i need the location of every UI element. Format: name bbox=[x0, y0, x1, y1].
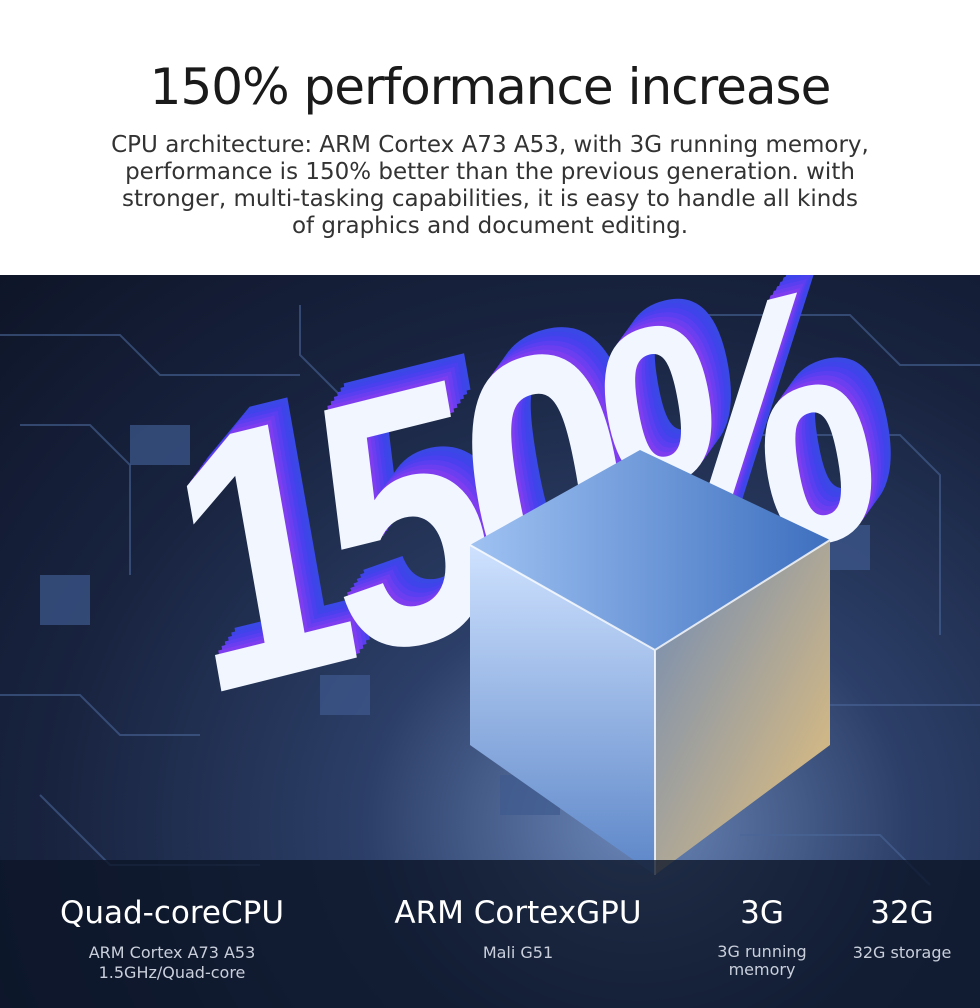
cube-right bbox=[655, 540, 830, 875]
circuit-background bbox=[0, 305, 980, 886]
spec-item: 3G 3G running memory bbox=[707, 895, 817, 979]
spec-details: 3G running memory bbox=[707, 943, 817, 979]
spec-details: 32G storage bbox=[853, 943, 952, 963]
spec-item: Quad-coreCPU ARM Cortex A73 A53 1.5GHz/Qua… bbox=[60, 895, 284, 983]
spec-title: 32G bbox=[870, 895, 934, 931]
spec-details: Mali G51 bbox=[394, 943, 641, 963]
spec-detail: ARM Cortex A73 A53 bbox=[88, 943, 256, 962]
cube-top bbox=[470, 450, 830, 650]
description-line: of graphics and document editing. bbox=[291, 213, 689, 239]
spec-bar bbox=[0, 860, 980, 1008]
description: CPU architecture: ARM Cortex A73 A53, wi… bbox=[0, 132, 980, 240]
cube bbox=[469, 450, 831, 875]
description-line: performance is 150% better than the prev… bbox=[125, 159, 855, 185]
description-line: CPU architecture: ARM Cortex A73 A53, wi… bbox=[111, 132, 869, 158]
cube-left bbox=[470, 545, 655, 875]
spec-detail: 3G running memory bbox=[717, 942, 807, 979]
title: 150% performance increase bbox=[149, 58, 832, 116]
spec-detail: 32G storage bbox=[852, 943, 952, 962]
spec-detail: Mali G51 bbox=[482, 943, 554, 962]
description-line: stronger, multi-tasking capabilities, it… bbox=[122, 186, 858, 212]
spec-item: ARM CortexGPU Mali G51 bbox=[394, 895, 641, 963]
spec-item: 32G 32G storage bbox=[853, 895, 952, 963]
spec-detail: 1.5GHz/Quad-core bbox=[98, 963, 246, 982]
spec-title: Quad-coreCPU bbox=[59, 895, 285, 931]
spec-title: ARM CortexGPU bbox=[394, 895, 642, 931]
spec-title: 3G bbox=[740, 895, 784, 931]
spec-details: ARM Cortex A73 A53 1.5GHz/Quad-core bbox=[60, 943, 284, 983]
